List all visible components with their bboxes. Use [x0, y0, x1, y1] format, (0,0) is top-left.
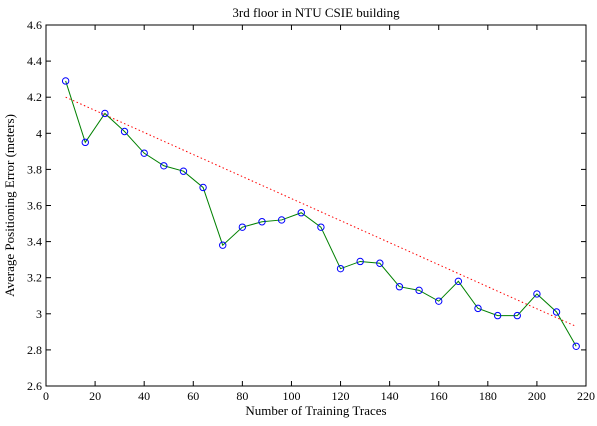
data-point: [238, 223, 247, 231]
data-point: [513, 311, 521, 320]
x-tick-label: 220: [577, 389, 595, 403]
data-point: [199, 183, 207, 192]
y-tick-label: 4.4: [27, 54, 42, 68]
x-tick-label: 20: [89, 389, 101, 403]
x-tick-label: 40: [138, 389, 150, 403]
x-tick-label: 100: [282, 389, 300, 403]
x-tick-label: 80: [236, 389, 248, 403]
data-point: [454, 277, 463, 286]
x-tick-label: 120: [332, 389, 350, 403]
y-tick-label: 2.6: [27, 379, 42, 393]
data-point: [81, 138, 89, 147]
x-axis-label: Number of Training Traces: [245, 403, 386, 418]
data-point: [336, 264, 345, 273]
data-point: [415, 286, 423, 295]
data-point: [376, 259, 384, 267]
y-tick-label: 2.8: [27, 343, 42, 357]
y-tick-label: 3: [36, 307, 42, 321]
data-point: [101, 109, 109, 118]
x-tick-label: 140: [381, 389, 399, 403]
y-tick-label: 4.2: [27, 90, 42, 104]
trend-line: [65, 96, 577, 327]
data-point: [61, 77, 70, 85]
data-point: [277, 216, 286, 224]
data-point: [297, 209, 305, 217]
data-point: [572, 342, 580, 350]
data-point: [435, 297, 443, 305]
x-tick-label: 0: [43, 389, 49, 403]
data-point: [395, 283, 404, 291]
data-point: [160, 162, 168, 170]
x-tick-label: 60: [187, 389, 199, 403]
y-tick-label: 3.2: [27, 271, 42, 285]
data-point: [317, 223, 325, 231]
y-tick-label: 3.8: [27, 162, 42, 176]
plot-frame: [45, 24, 587, 387]
data-point: [533, 290, 541, 298]
data-point: [219, 241, 227, 249]
data-point: [474, 304, 482, 313]
axis-ticks: 0 20 40 60 80 100 120 140 160 180 200 220 2.6 2.8 3 3.2…: [27, 18, 595, 403]
y-tick-label: 3.4: [27, 235, 42, 249]
y-tick-label: 4.6: [27, 18, 42, 32]
data-point: [552, 308, 561, 316]
y-tick-label: 4: [36, 126, 42, 140]
data-point: [120, 127, 129, 136]
data-point: [356, 257, 364, 266]
data-point: [179, 167, 188, 175]
chart-title: 3rd floor in NTU CSIE building: [232, 5, 400, 20]
y-axis-label: Average Positioning Error (meters): [2, 114, 17, 297]
x-tick-label: 180: [479, 389, 497, 403]
x-tick-label: 160: [430, 389, 448, 403]
data-point: [140, 149, 148, 157]
series-line: [65, 80, 577, 347]
data-point: [258, 218, 266, 226]
series-group: [61, 77, 580, 350]
x-tick-label: 200: [528, 389, 546, 403]
y-tick-label: 3.6: [27, 199, 42, 213]
data-point: [493, 311, 502, 320]
